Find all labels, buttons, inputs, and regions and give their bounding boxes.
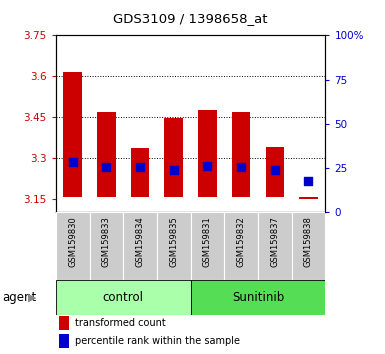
Text: agent: agent xyxy=(2,291,36,304)
Text: GSM159834: GSM159834 xyxy=(136,216,144,267)
Bar xyxy=(123,212,157,280)
Text: GSM159831: GSM159831 xyxy=(203,216,212,267)
Text: GSM159832: GSM159832 xyxy=(237,216,246,267)
Text: GSM159838: GSM159838 xyxy=(304,216,313,267)
Text: GSM159837: GSM159837 xyxy=(270,216,279,267)
Point xyxy=(238,164,244,170)
Bar xyxy=(89,212,123,280)
Text: ▶: ▶ xyxy=(28,292,37,302)
Bar xyxy=(266,147,284,198)
Text: control: control xyxy=(103,291,144,304)
Text: percentile rank within the sample: percentile rank within the sample xyxy=(75,336,240,346)
Text: GDS3109 / 1398658_at: GDS3109 / 1398658_at xyxy=(113,12,268,25)
Bar xyxy=(131,148,149,198)
Point xyxy=(137,165,143,170)
Bar xyxy=(164,119,183,198)
Text: GSM159830: GSM159830 xyxy=(68,216,77,267)
Bar xyxy=(59,334,69,348)
Bar xyxy=(191,280,325,315)
Bar xyxy=(198,110,217,198)
Point xyxy=(204,163,211,169)
Bar xyxy=(64,72,82,198)
Bar xyxy=(56,280,191,315)
Bar xyxy=(97,112,115,198)
Bar xyxy=(292,212,325,280)
Bar xyxy=(299,198,318,199)
Text: Sunitinib: Sunitinib xyxy=(232,291,284,304)
Bar xyxy=(191,212,224,280)
Bar xyxy=(232,112,250,198)
Bar xyxy=(258,212,292,280)
Bar xyxy=(224,212,258,280)
Text: GSM159835: GSM159835 xyxy=(169,216,178,267)
Bar xyxy=(157,212,191,280)
Point xyxy=(103,165,109,170)
Point xyxy=(70,159,76,165)
Point xyxy=(305,178,311,184)
Text: transformed count: transformed count xyxy=(75,318,166,328)
Bar xyxy=(59,316,69,330)
Point xyxy=(272,167,278,173)
Point xyxy=(171,167,177,173)
Bar xyxy=(56,212,89,280)
Text: GSM159833: GSM159833 xyxy=(102,216,111,267)
